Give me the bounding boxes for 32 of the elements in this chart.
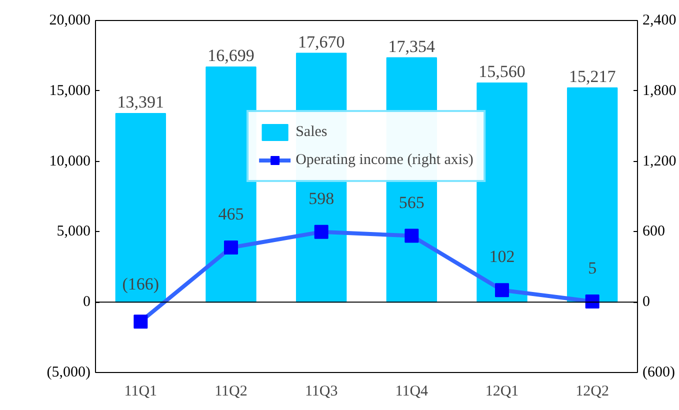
y-tick-label: (5,000) [46, 364, 91, 380]
data-label: 465 [218, 204, 244, 224]
data-label: 102 [489, 247, 515, 266]
y-tick-label: 20,000 [49, 12, 90, 28]
data-label: 17,354 [388, 36, 436, 56]
y2-tick-label: 600 [642, 224, 665, 240]
x-tick-label: 12Q1 [485, 384, 519, 400]
y2-tick-label: 1,200 [642, 153, 676, 170]
data-label: 16,699 [208, 46, 254, 65]
data-label: 15,217 [568, 66, 616, 86]
y-tick-label: 15,000 [49, 82, 90, 99]
x-tick-label: 11Q3 [304, 384, 338, 400]
x-tick-label: 11Q1 [124, 384, 158, 400]
data-label: 17,670 [298, 32, 345, 52]
data-label: 565 [398, 192, 424, 212]
x-tick-label: 12Q2 [576, 384, 610, 400]
legend-label: Operating income (right axis) [296, 152, 474, 168]
y2-tick-label: 1,800 [642, 82, 676, 99]
data-label: 13,391 [117, 92, 164, 112]
y-tick-label: 0 [83, 294, 90, 310]
x-tick-label: 11Q4 [395, 384, 429, 400]
data-label: 5 [588, 258, 597, 278]
x-tick-label: 11Q2 [214, 384, 248, 400]
data-label: 598 [308, 188, 334, 208]
y2-tick-label: 2,400 [642, 12, 676, 28]
y-tick-label: 10,000 [49, 153, 90, 170]
data-label: 15,560 [478, 62, 526, 82]
y2-tick-label: 0 [642, 294, 650, 310]
data-label: (166) [122, 274, 160, 294]
legend-label: Sales [296, 124, 328, 140]
y2-tick-label: (600) [642, 364, 675, 380]
y-tick-label: 5,000 [56, 224, 90, 240]
